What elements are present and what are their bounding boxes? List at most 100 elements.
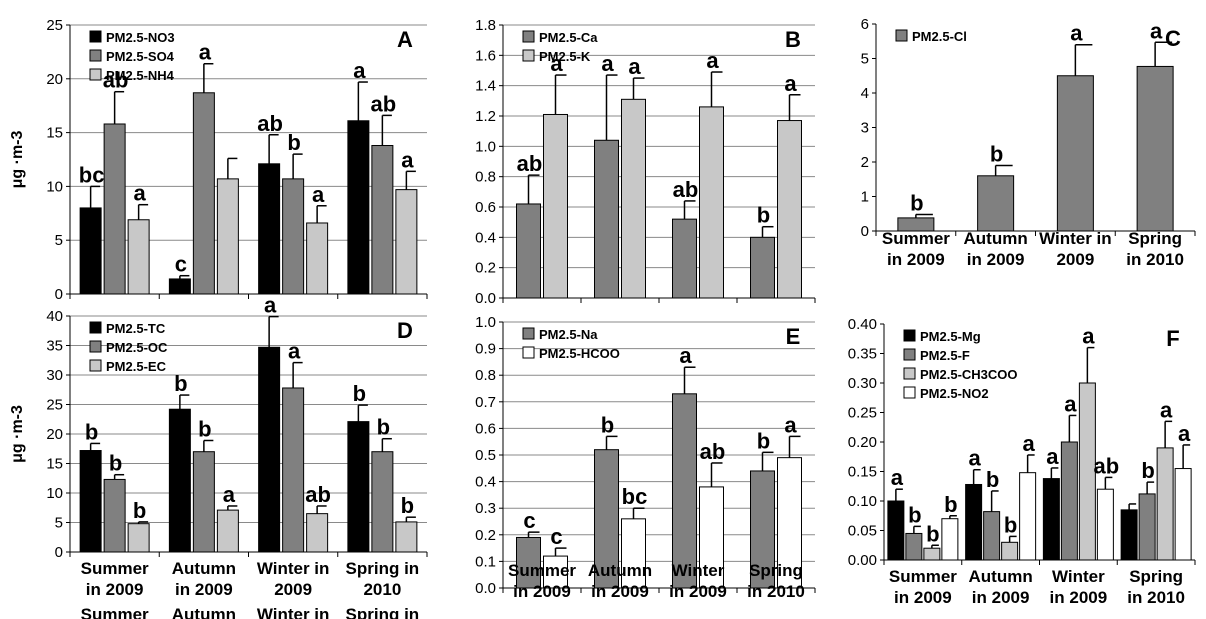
legend-entry: PM2.5-Na: [539, 327, 598, 342]
y-tick-label: 0.6: [475, 420, 496, 437]
panel-a: 0510152025bccabaabababaaaSummerin 2009Au…: [9, 17, 428, 619]
panel-label: E: [786, 324, 801, 349]
significance-letter: bc: [79, 162, 105, 187]
y-tick-label: 0.5: [475, 447, 496, 464]
significance-letter: ab: [257, 111, 283, 136]
legend-swatch: [89, 30, 102, 43]
category-label: Spring in 2010: [1127, 567, 1185, 607]
bar-pm2-5-mg-1: [965, 483, 983, 561]
bar-pm2-5-so4-1: [192, 92, 215, 295]
bar-pm2-5-no3-3: [347, 120, 370, 295]
significance-letter: bc: [622, 484, 648, 509]
bar-pm2-5-cl-1: [977, 175, 1015, 232]
legend-entry: PM2.5-Ca: [539, 30, 598, 45]
bar-pm2-5-cl-3: [1136, 65, 1174, 232]
bar-pm2-5-cl-2: [1056, 75, 1094, 232]
legend-swatch: [522, 49, 535, 62]
significance-letter: ab: [673, 177, 699, 202]
legend-entry: PM2.5-OC: [106, 340, 168, 355]
legend-swatch: [89, 68, 102, 81]
legend-swatch: [895, 29, 908, 42]
y-tick-label: 25: [46, 17, 63, 34]
bar-pm2-5-k-2: [699, 106, 724, 299]
y-tick-label: 5: [55, 232, 63, 249]
significance-letter: b: [353, 381, 366, 406]
significance-letter: ab: [305, 482, 331, 507]
legend-swatch: [89, 359, 102, 372]
panel-label: F: [1166, 326, 1179, 351]
y-tick-label: 5: [861, 51, 869, 68]
bar-pm2-5-oc-1: [192, 451, 215, 553]
significance-letter: a: [1064, 391, 1077, 416]
y-tick-label: 0.8: [475, 169, 496, 186]
bar-pm2-5-f-1: [983, 511, 1001, 561]
significance-letter: a: [1160, 397, 1173, 422]
y-tick-label: 0.0: [475, 290, 496, 307]
significance-letter: a: [891, 465, 904, 490]
bar-pm2-5-f-0: [905, 532, 923, 561]
panel-e: 0.00.10.20.30.40.50.60.70.80.91.0cbabcbc…: [475, 314, 816, 601]
bar-pm2-5-tc-2: [258, 346, 281, 553]
significance-letter: a: [1150, 18, 1163, 43]
legend-entry: PM2.5-EC: [106, 359, 167, 374]
significance-letter: b: [910, 190, 923, 215]
significance-letter: b: [944, 492, 957, 517]
significance-letter: a: [1070, 21, 1083, 46]
bar-pm2-5-mg-0: [887, 500, 905, 561]
bar-pm2-5-ch3coo-3: [1156, 447, 1174, 561]
legend-swatch: [522, 30, 535, 43]
y-tick-label: 3: [861, 120, 869, 137]
significance-letter: a: [134, 181, 147, 206]
significance-letter: a: [1046, 444, 1059, 469]
y-tick-label: 15: [46, 456, 63, 473]
bar-pm2-5-na-0: [516, 536, 541, 589]
bar-pm2-5-na-3: [750, 470, 775, 589]
legend-swatch: [89, 340, 102, 353]
legend-entry: PM2.5-CH3COO: [920, 367, 1018, 382]
y-tick-label: 40: [46, 308, 63, 325]
y-tick-label: 0.05: [848, 523, 877, 540]
y-tick-label: 1.8: [475, 17, 496, 34]
y-axis-label: μg ·m-3: [9, 405, 26, 463]
significance-letter: a: [401, 147, 414, 172]
significance-letter: ab: [371, 91, 397, 116]
bar-pm2-5-hcoo-0: [543, 555, 568, 589]
y-tick-label: 0.4: [475, 474, 496, 491]
bar-pm2-5-nh4-2: [306, 222, 329, 295]
y-tick-label: 0.4: [475, 229, 496, 246]
significance-letter: a: [312, 182, 325, 207]
significance-letter: a: [288, 339, 301, 364]
category-label: Spring in 2010: [747, 561, 805, 601]
significance-letter: b: [133, 498, 146, 523]
panel-label: B: [785, 27, 801, 52]
panel-label: C: [1165, 26, 1181, 51]
significance-letter: a: [1082, 324, 1095, 349]
significance-letter: b: [1004, 512, 1017, 537]
legend-swatch: [903, 386, 916, 399]
significance-letter: a: [550, 51, 563, 76]
y-tick-label: 25: [46, 397, 63, 414]
bar-pm2-5-tc-1: [168, 408, 191, 553]
bar-pm2-5-so4-0: [103, 123, 126, 295]
y-tick-label: 0.10: [848, 493, 877, 510]
y-tick-label: 10: [46, 485, 63, 502]
bar-pm2-5-ca-2: [672, 218, 697, 299]
category-label: Winter in 2009: [1050, 567, 1108, 607]
legend-entry: PM2.5-Cl: [912, 29, 967, 44]
category-label: Winter in 2009: [669, 561, 727, 601]
y-tick-label: 1.6: [475, 47, 496, 64]
bar-pm2-5-ch3coo-0: [923, 547, 941, 561]
significance-letter: b: [287, 130, 300, 155]
y-tick-label: 0.0: [475, 580, 496, 597]
